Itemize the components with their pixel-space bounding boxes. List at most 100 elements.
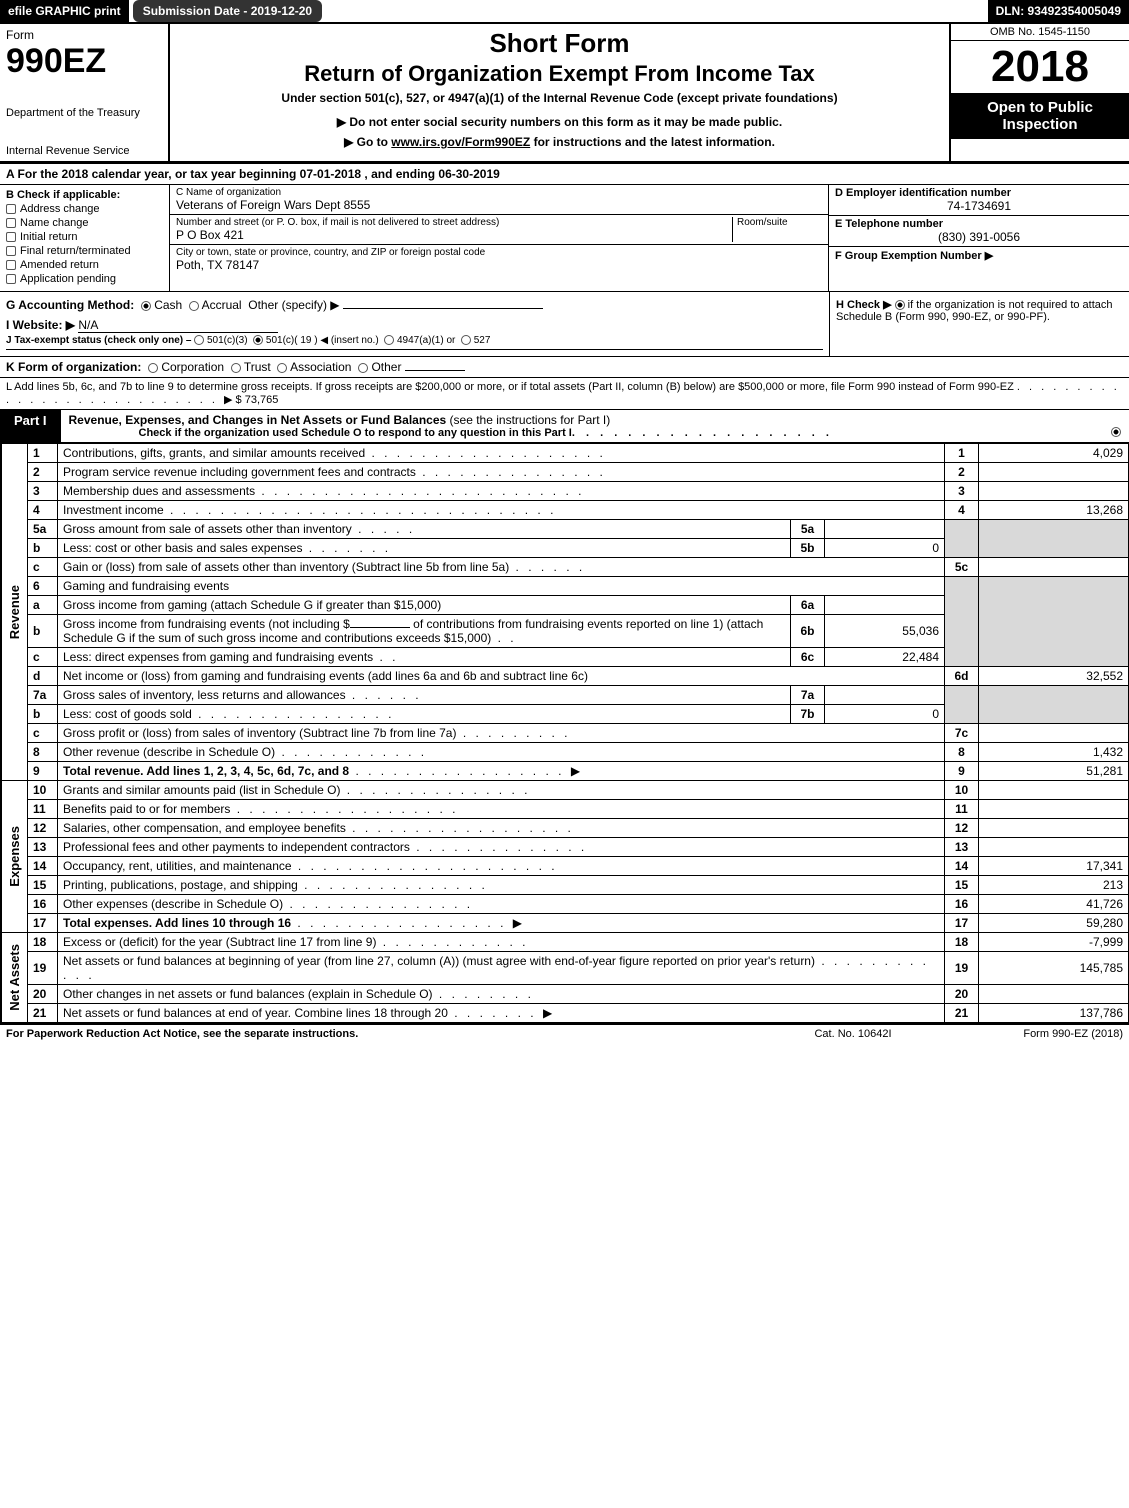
part1-title: Revenue, Expenses, and Changes in Net As… <box>61 410 1129 442</box>
inner-amount: 55,036 <box>825 615 945 648</box>
amount <box>979 482 1129 501</box>
radio-accrual[interactable] <box>189 301 199 311</box>
website-value: N/A <box>78 318 278 333</box>
shade <box>945 705 979 724</box>
amount: 51,281 <box>979 762 1129 781</box>
shade <box>945 520 979 539</box>
tax-year-end: 06-30-2019 <box>438 167 499 181</box>
omb-number: OMB No. 1545-1150 <box>951 24 1129 41</box>
chk-address-change[interactable]: Address change <box>6 203 163 215</box>
radio-527[interactable] <box>461 335 471 345</box>
right-num: 12 <box>945 819 979 838</box>
line-desc: Net assets or fund balances at end of ye… <box>58 1004 945 1023</box>
inner-amount: 0 <box>825 539 945 558</box>
form-number: 990EZ <box>6 42 162 81</box>
right-num: 5c <box>945 558 979 577</box>
revenue-label: Revenue <box>7 585 22 639</box>
line-desc: Less: direct expenses from gaming and fu… <box>58 648 791 667</box>
inner-amount <box>825 686 945 705</box>
chk-name-change[interactable]: Name change <box>6 217 163 229</box>
box-c: C Name of organization Veterans of Forei… <box>170 185 829 291</box>
line-l: L Add lines 5b, 6c, and 7b to line 9 to … <box>0 378 1129 410</box>
contrib-blank[interactable] <box>350 627 410 628</box>
radio-assoc[interactable] <box>277 363 287 373</box>
radio-trust[interactable] <box>231 363 241 373</box>
g-label: G Accounting Method: <box>6 298 134 312</box>
irs-label: Internal Revenue Service <box>6 145 162 157</box>
other-specify-input[interactable] <box>343 308 543 309</box>
opt-527: 527 <box>474 335 491 346</box>
form-word: Form <box>6 28 162 42</box>
right-num: 4 <box>945 501 979 520</box>
inner-amount: 0 <box>825 705 945 724</box>
radio-4947[interactable] <box>384 335 394 345</box>
shade <box>979 596 1129 615</box>
row-10: Expenses 10 Grants and similar amounts p… <box>1 781 1129 800</box>
radio-corp[interactable] <box>148 363 158 373</box>
chk-initial-return[interactable]: Initial return <box>6 231 163 243</box>
line-num: 14 <box>28 857 58 876</box>
line-desc: Gross profit or (loss) from sales of inv… <box>58 724 945 743</box>
efile-print-button[interactable]: efile GRAPHIC print <box>0 0 129 22</box>
row-17: 17 Total expenses. Add lines 10 through … <box>1 914 1129 933</box>
line-desc: Salaries, other compensation, and employ… <box>58 819 945 838</box>
radio-501c3[interactable] <box>194 335 204 345</box>
line-desc: Other changes in net assets or fund bala… <box>58 985 945 1004</box>
amount: 17,341 <box>979 857 1129 876</box>
box-d-label: D Employer identification number <box>835 187 1123 199</box>
amount: 59,280 <box>979 914 1129 933</box>
inner-amount <box>825 596 945 615</box>
line-desc: Occupancy, rent, utilities, and maintena… <box>58 857 945 876</box>
line-num: 21 <box>28 1004 58 1023</box>
line-desc: Gross income from fundraising events (no… <box>58 615 791 648</box>
part1-check-line: Check if the organization used Schedule … <box>69 427 1121 439</box>
right-num: 16 <box>945 895 979 914</box>
row-5a: 5a Gross amount from sale of assets othe… <box>1 520 1129 539</box>
h-label: H Check ▶ <box>836 299 892 311</box>
opt-trust: Trust <box>244 360 271 374</box>
radio-schedule-b[interactable] <box>895 300 905 310</box>
amount <box>979 985 1129 1004</box>
radio-cash[interactable] <box>141 301 151 311</box>
radio-501c[interactable] <box>253 335 263 345</box>
goto-prefix: ▶ Go to <box>344 135 391 149</box>
schedule-o-checkbox[interactable] <box>1111 427 1121 437</box>
amount <box>979 558 1129 577</box>
line-num: 15 <box>28 876 58 895</box>
row-19: 19 Net assets or fund balances at beginn… <box>1 952 1129 985</box>
tax-year: 2018 <box>951 41 1129 93</box>
right-num: 19 <box>945 952 979 985</box>
line-desc: Excess or (deficit) for the year (Subtra… <box>58 933 945 952</box>
chk-amended-return[interactable]: Amended return <box>6 259 163 271</box>
line-num: 18 <box>28 933 58 952</box>
shade <box>945 686 979 705</box>
amount <box>979 463 1129 482</box>
checkbox-icon <box>6 246 16 256</box>
part1-title-paren: (see the instructions for Part I) <box>450 413 611 427</box>
right-num: 6d <box>945 667 979 686</box>
shade <box>945 596 979 615</box>
line-num: 6 <box>28 577 58 596</box>
amount: 41,726 <box>979 895 1129 914</box>
other-org-input[interactable] <box>405 370 465 371</box>
box-f-label: F Group Exemption Number ▶ <box>835 249 1123 262</box>
inner-amount <box>825 520 945 539</box>
opt-accrual: Accrual <box>202 298 242 312</box>
line-i: I Website: ▶ N/A <box>6 318 823 333</box>
chk-final-return[interactable]: Final return/terminated <box>6 245 163 257</box>
chk-application-pending[interactable]: Application pending <box>6 273 163 285</box>
radio-other-org[interactable] <box>358 363 368 373</box>
part1-tab: Part I <box>0 410 61 442</box>
amount: 1,432 <box>979 743 1129 762</box>
ssn-warning: ▶ Do not enter social security numbers o… <box>178 115 941 129</box>
inner-num: 7a <box>791 686 825 705</box>
irs-url-link[interactable]: www.irs.gov/Form990EZ <box>391 135 530 149</box>
amount: 4,029 <box>979 444 1129 463</box>
line-desc: Professional fees and other payments to … <box>58 838 945 857</box>
addr-cell: Number and street (or P. O. box, if mail… <box>170 215 828 245</box>
hint-room: Room/suite <box>737 217 822 228</box>
goto-link-line: ▶ Go to www.irs.gov/Form990EZ for instru… <box>178 135 941 149</box>
netassets-label: Net Assets <box>7 944 22 1011</box>
opt-501c3: 501(c)(3) <box>207 335 248 346</box>
line-num: 8 <box>28 743 58 762</box>
